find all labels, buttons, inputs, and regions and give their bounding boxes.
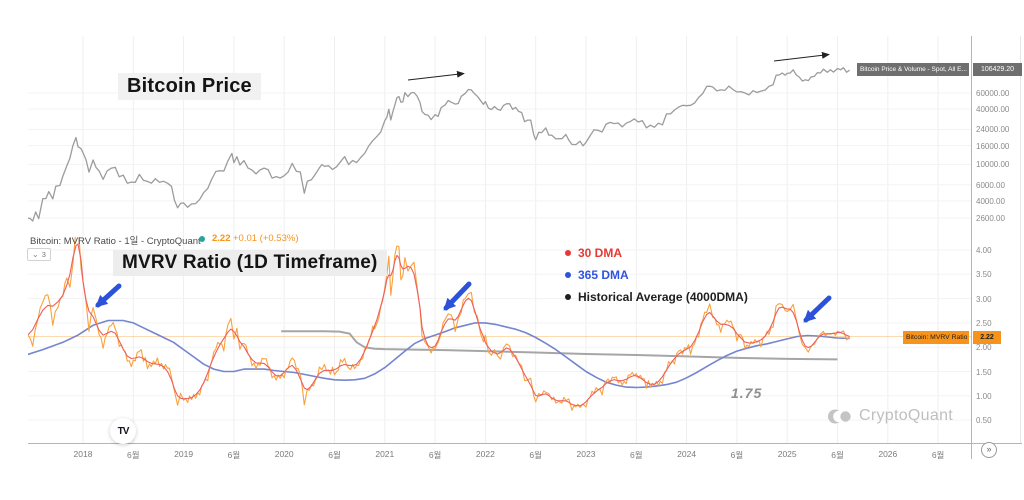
legend-bullet-icon bbox=[565, 294, 571, 300]
price-series-badge[interactable]: Bitcoin Price & Volume - Spot, All E... bbox=[857, 63, 969, 76]
watermark-text: CryptoQuant bbox=[859, 407, 954, 424]
tradingview-icon: TV bbox=[117, 425, 130, 437]
price-tick-label: 6000.00 bbox=[976, 180, 1005, 190]
x-tick-label[interactable]: 6월 bbox=[931, 450, 945, 460]
jump-to-latest-button[interactable] bbox=[981, 442, 997, 458]
cryptoquant-logo-icon bbox=[828, 409, 851, 423]
legend-label: Historical Average (4000DMA) bbox=[578, 290, 748, 304]
mvrv-tick-label: 1.00 bbox=[976, 391, 992, 401]
mvrv-legend: 30 DMA 365 DMA Historical Average (4000DMA… bbox=[565, 242, 748, 308]
bitcoin-price-title: Bitcoin Price bbox=[118, 73, 261, 100]
x-tick-label[interactable]: 2026 bbox=[878, 449, 898, 459]
mvrv-tick-label: 3.50 bbox=[976, 270, 992, 280]
x-tick-label[interactable]: 6월 bbox=[831, 450, 844, 460]
mvrv-last-value: 2.22 bbox=[212, 233, 231, 244]
x-tick-label[interactable]: 2019 bbox=[174, 449, 194, 459]
x-tick-label[interactable]: 6월 bbox=[428, 450, 442, 460]
legend-bullet-icon bbox=[565, 272, 571, 278]
price-tick-label: 16000.00 bbox=[976, 141, 1010, 151]
price-tick-label: 60000.00 bbox=[976, 89, 1010, 98]
mvrv-series-label[interactable]: Bitcoin: MVRV Ratio - 1일 - CryptoQuant bbox=[30, 236, 201, 247]
mvrv-tick-label: 1.50 bbox=[976, 367, 992, 377]
legend-item: 365 DMA bbox=[565, 264, 748, 286]
tradingview-logo[interactable]: TV bbox=[110, 418, 136, 444]
mvrv-tick-label: 0.50 bbox=[976, 416, 992, 426]
mvrv-tick-label: 2.00 bbox=[976, 343, 992, 353]
x-tick-label[interactable]: 6월 bbox=[730, 450, 744, 460]
price-tick-label: 10000.00 bbox=[976, 160, 1010, 170]
x-tick-label[interactable]: 2020 bbox=[274, 449, 294, 459]
mvrv-series-price-badge[interactable]: Bitcoin: MVRV Ratio bbox=[903, 331, 969, 344]
legend-label: 30 DMA bbox=[578, 246, 623, 260]
mvrv-tick-label: 2.50 bbox=[976, 318, 992, 328]
mvrv-change: +0.01 (+0.53%) bbox=[233, 233, 299, 244]
legend-item: 30 DMA bbox=[565, 242, 748, 264]
x-tick-label[interactable]: 6월 bbox=[127, 450, 140, 460]
x-tick-label[interactable]: 2022 bbox=[475, 449, 495, 459]
legend-label: 365 DMA bbox=[578, 268, 629, 282]
mvrv-title: MVRV Ratio (1D Timeframe) bbox=[113, 250, 387, 276]
mvrv-tick-label: 4.00 bbox=[976, 246, 992, 255]
indicator-count: 3 bbox=[41, 250, 46, 259]
legend-item: Historical Average (4000DMA) bbox=[565, 286, 748, 308]
historical-average-annotation: 1.75 bbox=[731, 385, 763, 401]
mvrv-badge-value: 2.22 bbox=[973, 331, 1001, 344]
indicator-dropdown[interactable]: 3 bbox=[27, 248, 51, 261]
x-tick-label[interactable]: 6월 bbox=[227, 450, 241, 460]
price-tick-label: 4000.00 bbox=[976, 196, 1005, 206]
x-tick-label[interactable]: 2025 bbox=[777, 449, 797, 459]
status-dot-icon bbox=[199, 236, 205, 242]
cryptoquant-watermark: CryptoQuant bbox=[828, 407, 953, 425]
price-tick-label: 40000.00 bbox=[976, 105, 1010, 115]
x-tick-label[interactable]: 2023 bbox=[576, 449, 596, 459]
price-tick-label: 2600.00 bbox=[976, 214, 1005, 223]
x-tick-label[interactable]: 6월 bbox=[328, 450, 341, 460]
legend-bullet-icon bbox=[565, 250, 571, 256]
price-last-value-badge: 106429.20 bbox=[973, 63, 1022, 76]
chevron-down-icon bbox=[32, 249, 39, 260]
mvrv-tick-label: 3.00 bbox=[976, 294, 992, 304]
x-tick-label[interactable]: 2024 bbox=[677, 449, 697, 459]
price-tick-label: 24000.00 bbox=[976, 125, 1010, 135]
x-tick-label[interactable]: 6월 bbox=[630, 450, 643, 460]
x-tick-label[interactable]: 2021 bbox=[375, 449, 395, 459]
x-tick-label[interactable]: 6월 bbox=[529, 450, 542, 460]
x-tick-label[interactable]: 2018 bbox=[73, 449, 93, 459]
